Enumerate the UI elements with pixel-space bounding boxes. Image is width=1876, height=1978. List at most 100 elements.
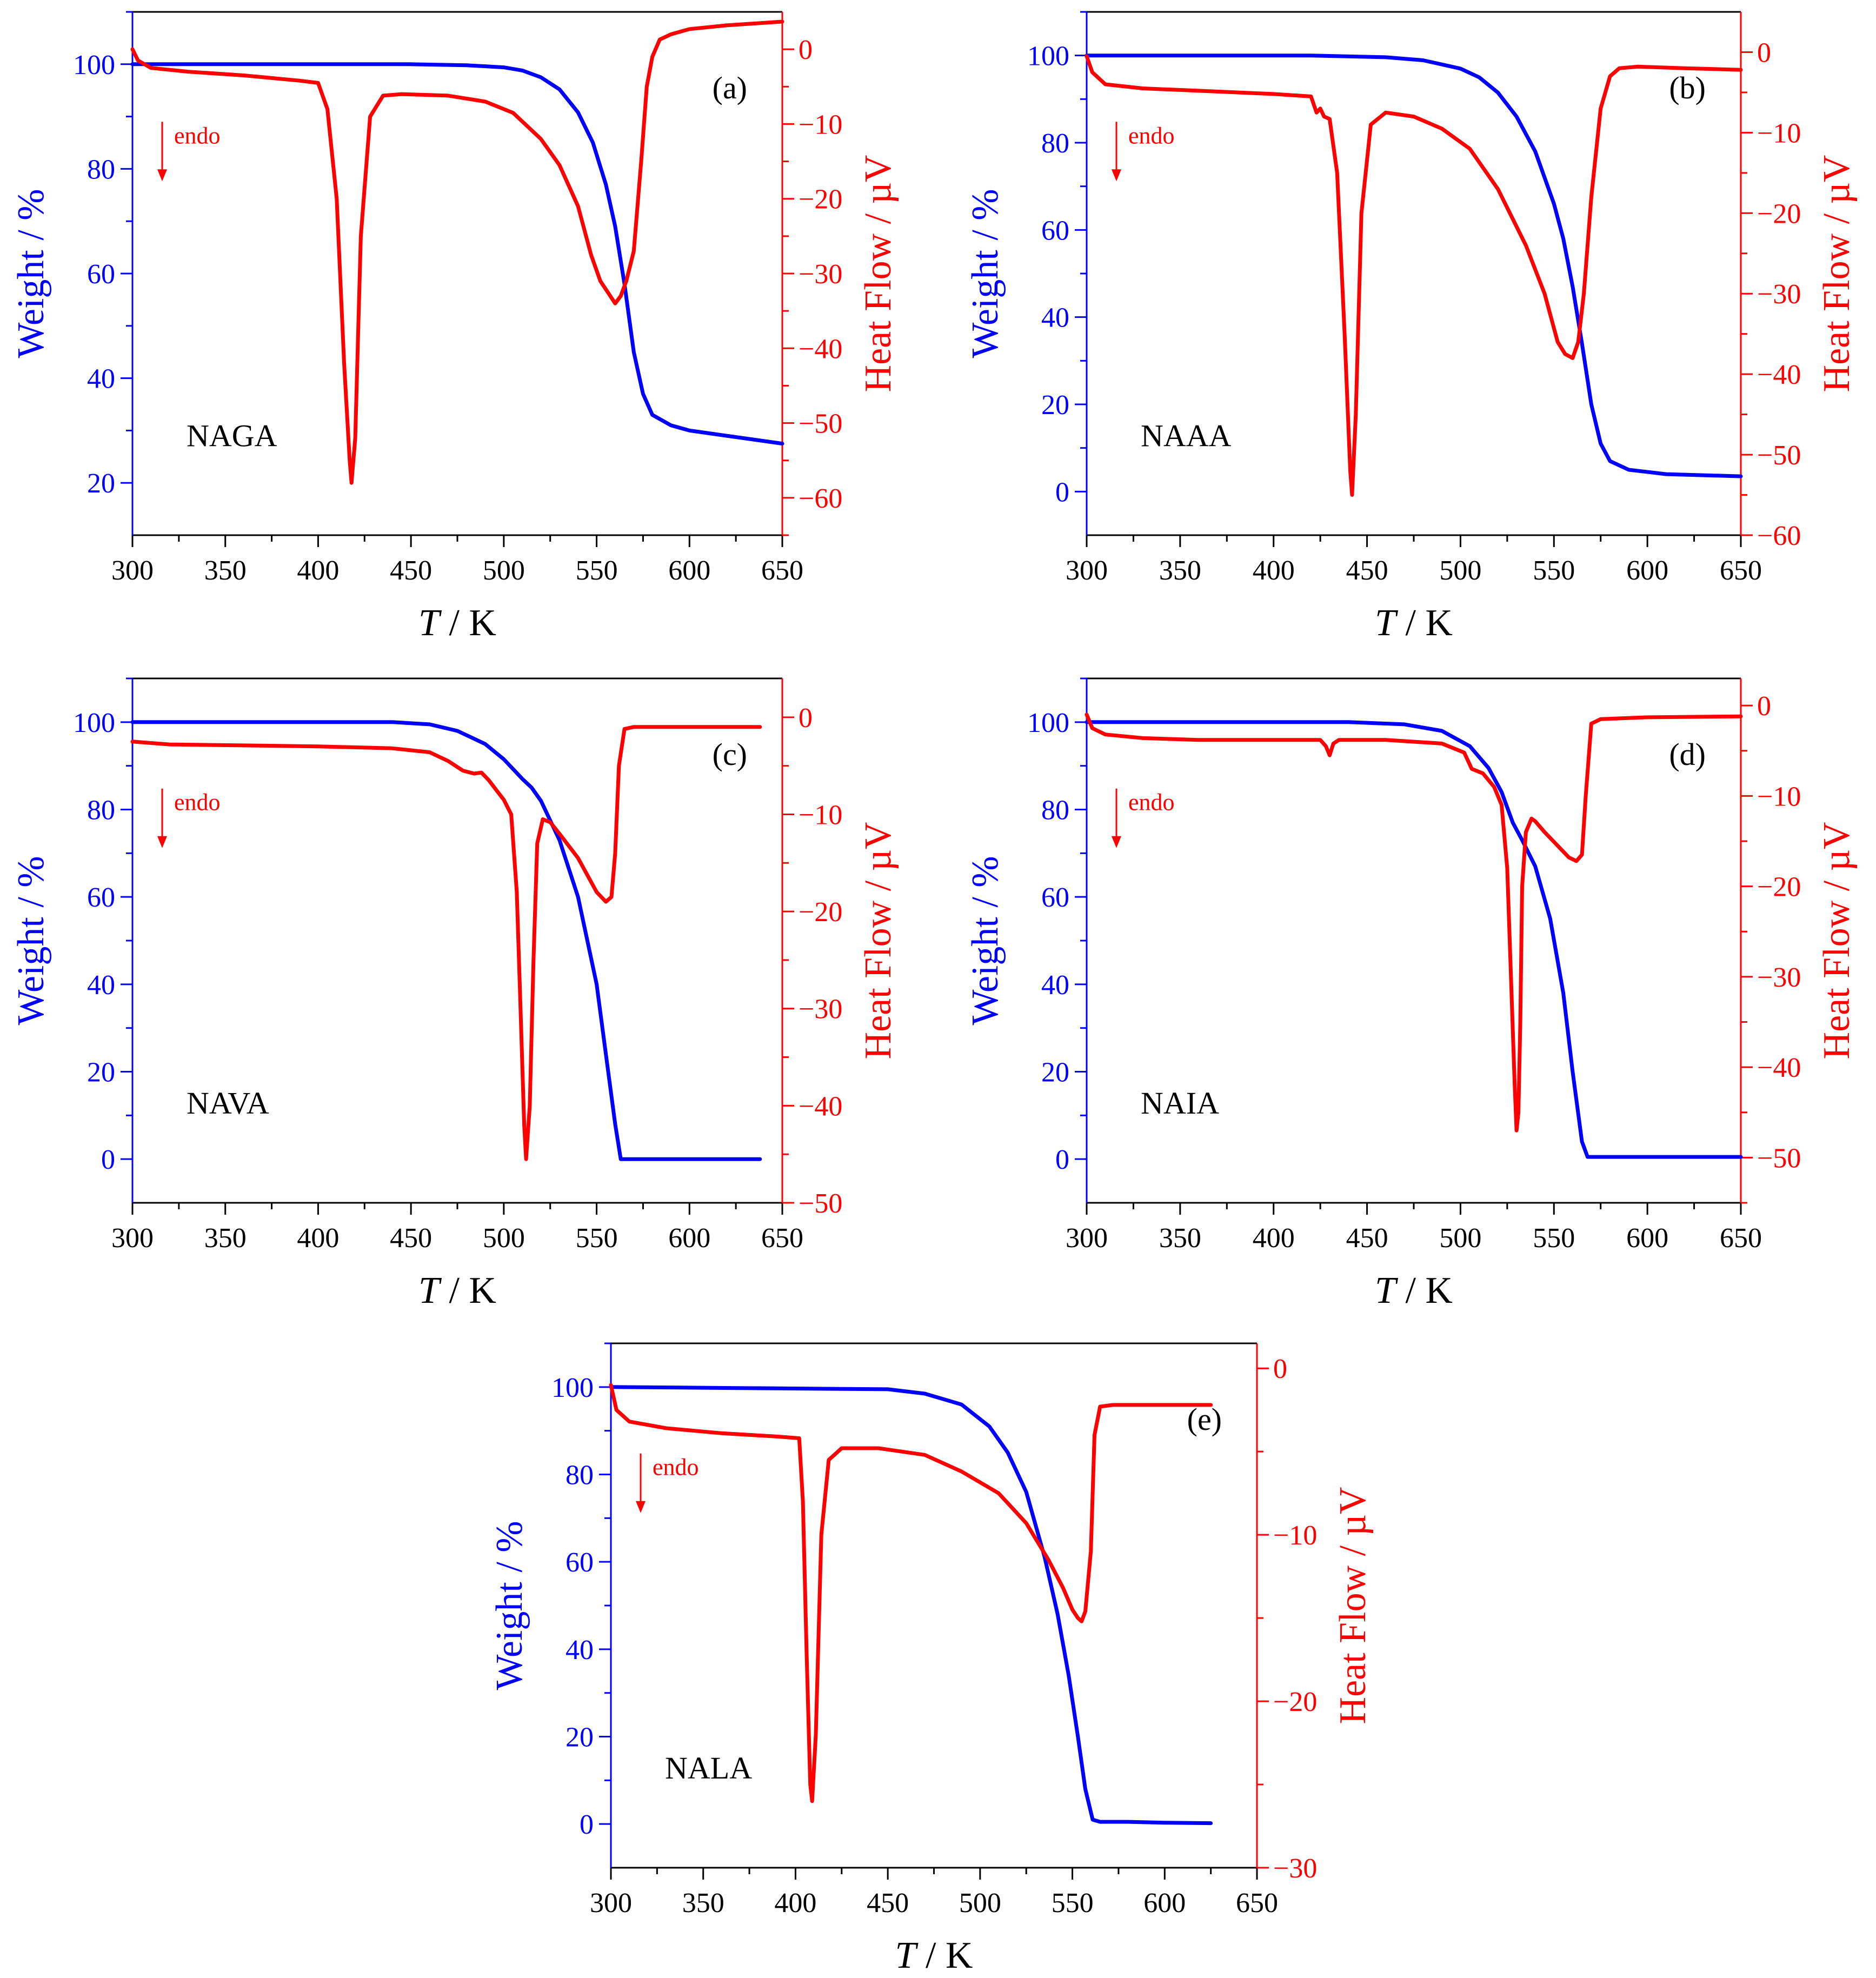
x-axis-label-unit: / K (1396, 602, 1453, 644)
right-y-tick-label: 0 (1273, 1354, 1287, 1384)
x-tick-label: 450 (390, 1223, 432, 1254)
endo-label: endo (1128, 122, 1175, 149)
right-y-tick-label: −10 (1757, 118, 1801, 149)
panel-label: (d) (1669, 737, 1706, 772)
x-tick-label: 650 (761, 1223, 803, 1254)
panel-label: (e) (1187, 1402, 1222, 1437)
endo-arrow-head (1112, 836, 1121, 848)
left-y-axis-label: Weight / % (964, 856, 1006, 1025)
x-axis-label-symbol: T (1375, 1270, 1399, 1311)
x-tick-label: 400 (1253, 555, 1295, 586)
right-y-tick-label: 0 (799, 35, 813, 65)
endo-label: endo (653, 1454, 699, 1481)
left-y-tick-label: 60 (87, 259, 115, 290)
right-y-tick-label: −40 (799, 1091, 842, 1122)
right-y-tick-label: −10 (1273, 1520, 1317, 1551)
x-tick-label: 650 (761, 555, 803, 586)
weight-series-line (1085, 54, 1743, 478)
x-tick-label: 400 (1253, 1223, 1295, 1254)
x-tick-label: 300 (590, 1888, 632, 1919)
left-y-tick-label: 100 (1027, 708, 1069, 738)
chart-panel-2: 300 350 400 450 500 550 600 650 0 20 40 60 80 100 0 −10… (964, 11, 1858, 644)
left-y-tick-label: 80 (87, 154, 115, 185)
left-y-axis-label: Weight / % (964, 189, 1006, 358)
chart-panel-1: 300 350 400 450 500 550 600 650 20 40 60 80 100 0 −10 −… (10, 11, 899, 644)
endo-arrow-head (157, 169, 167, 182)
right-y-axis-label: Heat Flow / µV (1816, 155, 1858, 392)
x-axis-label-symbol: T (418, 602, 442, 644)
right-y-tick-label: −40 (799, 334, 842, 364)
right-y-tick-label: −50 (799, 1188, 842, 1219)
left-y-tick-label: 40 (87, 970, 115, 1001)
left-y-axis-label: Weight / % (10, 189, 52, 358)
heat-flow-series-line (130, 725, 762, 1161)
right-y-axis-label: Heat Flow / µV (1332, 1487, 1374, 1724)
x-tick-label: 500 (1439, 555, 1481, 586)
panel-label: (b) (1669, 70, 1706, 105)
x-tick-label: 600 (668, 555, 710, 586)
sample-label: NAVA (187, 1085, 269, 1121)
endo-label: endo (1128, 789, 1175, 816)
right-y-tick-label: 0 (1757, 691, 1771, 722)
left-y-tick-label: 100 (73, 50, 115, 81)
weight-series-line (609, 1385, 1213, 1826)
heat-flow-series-line (1085, 712, 1743, 1133)
x-tick-label: 300 (1066, 1223, 1108, 1254)
x-tick-label: 550 (1052, 1888, 1094, 1919)
x-tick-label: 500 (959, 1888, 1001, 1919)
endo-label: endo (174, 122, 221, 149)
x-tick-label: 600 (668, 1223, 710, 1254)
x-tick-label: 400 (774, 1888, 816, 1919)
x-axis-label-symbol: T (418, 1270, 442, 1311)
x-tick-label: 350 (1159, 1223, 1201, 1254)
x-tick-label: 650 (1720, 555, 1762, 586)
left-y-tick-label: 60 (1041, 215, 1069, 246)
chart-panel-5: 300 350 400 450 500 550 600 650 0 20 40 60 80 100 0 −10… (489, 1342, 1374, 1976)
endo-arrow-head (1112, 169, 1121, 182)
panel-label: (c) (713, 737, 747, 772)
chart-panel-4: 300 350 400 450 500 550 600 650 0 20 40 60 80 100 0 −10… (964, 677, 1858, 1311)
x-tick-label: 600 (1626, 1223, 1668, 1254)
sample-label: NAIA (1141, 1085, 1219, 1121)
left-y-tick-label: 0 (101, 1144, 115, 1175)
x-tick-label: 500 (483, 555, 525, 586)
heat-flow-series-line (130, 19, 784, 485)
weight-series-line (130, 62, 784, 446)
weight-series-line (1085, 720, 1743, 1159)
left-y-tick-label: 40 (1041, 303, 1069, 334)
x-axis-label-unit: / K (440, 1270, 496, 1311)
left-y-tick-label: 20 (87, 468, 115, 499)
right-y-tick-label: 0 (1757, 37, 1771, 68)
x-tick-label: 350 (204, 555, 247, 586)
right-y-tick-label: −10 (799, 800, 842, 830)
right-y-axis-label: Heat Flow / µV (857, 155, 899, 392)
x-tick-label: 400 (297, 1223, 339, 1254)
right-y-axis-label: Heat Flow / µV (1816, 822, 1858, 1060)
x-tick-label: 500 (483, 1223, 525, 1254)
x-axis-label: T / K (895, 1935, 973, 1976)
right-y-tick-label: −30 (1757, 962, 1801, 993)
left-y-tick-label: 20 (1041, 390, 1069, 421)
x-axis-label: T / K (1375, 602, 1453, 644)
x-tick-label: 300 (1066, 555, 1108, 586)
x-tick-label: 650 (1236, 1888, 1278, 1919)
right-y-axis-label: Heat Flow / µV (857, 822, 899, 1060)
right-y-tick-label: −40 (1757, 359, 1801, 390)
left-y-tick-label: 60 (566, 1547, 594, 1578)
x-tick-label: 450 (1346, 555, 1388, 586)
x-tick-label: 650 (1720, 1223, 1762, 1254)
chart-panel-3: 300 350 400 450 500 550 600 650 0 20 40 60 80 100 0 −10… (10, 677, 899, 1311)
x-tick-label: 600 (1626, 555, 1668, 586)
x-axis-label-symbol: T (1375, 602, 1399, 644)
left-y-tick-label: 40 (566, 1635, 594, 1666)
left-y-axis-label: Weight / % (10, 856, 52, 1025)
left-y-tick-label: 0 (580, 1809, 594, 1840)
x-axis-label: T / K (418, 602, 496, 644)
sample-label: NAGA (187, 418, 277, 453)
left-y-axis-label: Weight / % (489, 1521, 530, 1690)
x-axis-label: T / K (418, 1270, 496, 1311)
left-y-tick-label: 60 (87, 882, 115, 913)
endo-label: endo (174, 789, 221, 816)
left-y-tick-label: 80 (1041, 795, 1069, 826)
